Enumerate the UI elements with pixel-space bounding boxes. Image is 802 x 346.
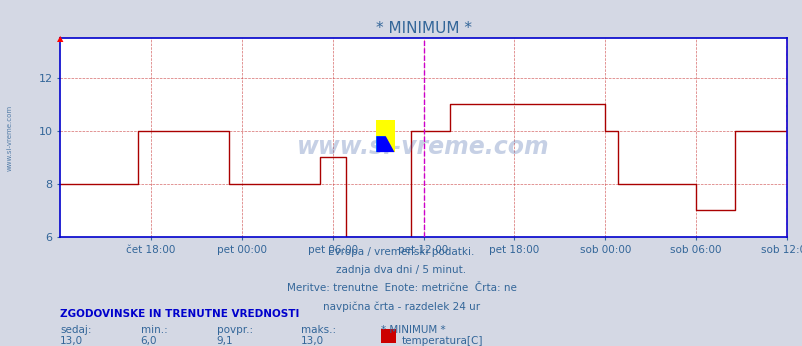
Title: * MINIMUM *: * MINIMUM * [375, 20, 471, 36]
Text: Meritve: trenutne  Enote: metrične  Črta: ne: Meritve: trenutne Enote: metrične Črta: … [286, 283, 516, 293]
Text: Evropa / vremenski podatki.: Evropa / vremenski podatki. [328, 247, 474, 257]
Text: www.si-vreme.com: www.si-vreme.com [297, 136, 549, 160]
Text: * MINIMUM *: * MINIMUM * [381, 325, 445, 335]
Text: 6,0: 6,0 [140, 336, 157, 346]
Text: navpična črta - razdelek 24 ur: navpična črta - razdelek 24 ur [322, 301, 480, 312]
Text: temperatura[C]: temperatura[C] [401, 336, 482, 346]
Text: zadnja dva dni / 5 minut.: zadnja dva dni / 5 minut. [336, 265, 466, 275]
Text: 13,0: 13,0 [60, 336, 83, 346]
Bar [376, 136, 385, 152]
Text: povpr.:: povpr.: [217, 325, 253, 335]
Text: sedaj:: sedaj: [60, 325, 91, 335]
Polygon shape [376, 136, 394, 152]
Text: ▲: ▲ [57, 34, 63, 43]
Text: ZGODOVINSKE IN TRENUTNE VREDNOSTI: ZGODOVINSKE IN TRENUTNE VREDNOSTI [60, 309, 299, 319]
Text: www.si-vreme.com: www.si-vreme.com [6, 105, 12, 172]
Text: 13,0: 13,0 [301, 336, 324, 346]
Bar [376, 120, 394, 152]
Text: maks.:: maks.: [301, 325, 336, 335]
Text: min.:: min.: [140, 325, 167, 335]
Text: 9,1: 9,1 [217, 336, 233, 346]
